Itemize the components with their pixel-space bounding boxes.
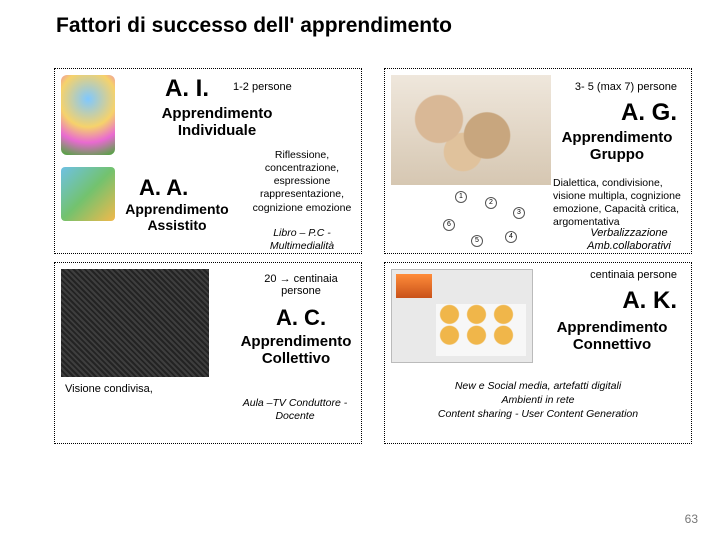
quadrant-ai-aa: A. I. 1-2 persone Apprendimento Individu… — [54, 68, 362, 254]
ai-title: Apprendimento Individuale — [147, 105, 287, 140]
ak-illustration — [391, 269, 533, 363]
quadrant-ac: 20 → centinaia persone A. C. Apprendimen… — [54, 262, 362, 444]
network-node: 3 — [513, 207, 525, 219]
ak-persone: centinaia persone — [590, 269, 677, 281]
network-node: 1 — [455, 191, 467, 203]
ai-mode: Libro – P.C - Multimedialità — [247, 227, 357, 252]
ac-mode: Aula –TV Conduttore - Docente — [235, 397, 355, 422]
network-node: 6 — [443, 219, 455, 231]
ak-mode: New e Social media, artefatti digitaliAm… — [397, 379, 679, 422]
aa-title: Apprendimento Assistito — [117, 201, 237, 233]
ac-persone-prefix: 20 — [264, 273, 279, 285]
network-node: 5 — [471, 235, 483, 247]
quadrant-ag: 3- 5 (max 7) persone A. G. Apprendimento… — [384, 68, 692, 254]
ak-code: A. K. — [622, 287, 677, 315]
ag-persone: 3- 5 (max 7) persone — [575, 81, 677, 93]
arrow-right-icon: → — [280, 273, 291, 285]
ai-description: Riflessione, concentrazione, espressione… — [247, 149, 357, 215]
ac-description: Visione condivisa, — [65, 383, 215, 395]
ai-persone: 1-2 persone — [233, 81, 292, 93]
ag-title: Apprendimento Gruppo — [557, 129, 677, 164]
ac-illustration — [61, 269, 209, 377]
ag-mode: Verbalizzazione Amb.collaborativi — [569, 227, 689, 253]
quadrant-ak: centinaia persone A. K. Apprendimento Co… — [384, 262, 692, 444]
ai-code: A. I. — [165, 75, 209, 103]
page-number: 63 — [685, 512, 698, 526]
network-node: 4 — [505, 231, 517, 243]
ak-title: Apprendimento Connettivo — [547, 319, 677, 354]
slide-title: Fattori di successo dell' apprendimento — [56, 14, 452, 38]
ac-persone: 20 → centinaia persone — [251, 273, 351, 297]
ag-code: A. G. — [621, 99, 677, 127]
ai-illustration — [61, 75, 115, 155]
ac-code: A. C. — [251, 305, 351, 331]
aa-code: A. A. — [139, 175, 188, 201]
ac-title: Apprendimento Collettivo — [231, 333, 361, 368]
ag-description: Dialettica, condivisione, visione multip… — [553, 177, 683, 230]
network-node: 2 — [485, 197, 497, 209]
ag-illustration — [391, 75, 551, 185]
aa-illustration — [61, 167, 115, 221]
